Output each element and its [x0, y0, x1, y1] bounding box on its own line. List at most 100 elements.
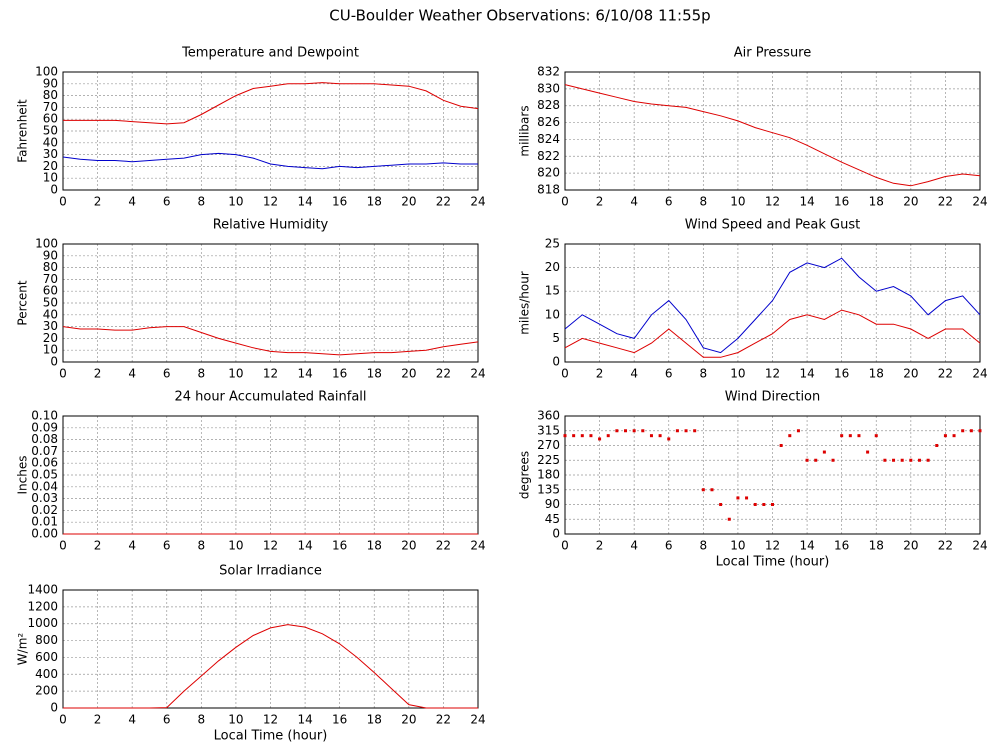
y-tick-label: 80 [43, 260, 58, 274]
line [564, 257, 981, 354]
y-tick-label: 40 [43, 307, 58, 321]
y-tick-label: 270 [537, 438, 560, 452]
x-tick-label: 22 [436, 367, 451, 381]
x-tick-label: 12 [263, 195, 278, 209]
x-tick-label: 6 [665, 195, 673, 209]
x-tick-label: 16 [834, 539, 849, 553]
point [978, 429, 982, 433]
y-axis-label: millibars [518, 105, 532, 156]
point [805, 458, 809, 462]
y-tick-label: 225 [537, 453, 560, 467]
y-tick-label: 90 [545, 497, 560, 511]
y-axis-label: Inches [16, 456, 30, 495]
x-tick-label: 22 [938, 195, 953, 209]
y-tick-label: 40 [43, 135, 58, 149]
point [580, 434, 584, 438]
x-tick-label: 6 [163, 367, 171, 381]
point [675, 429, 679, 433]
y-tick-label: 30 [43, 319, 58, 333]
x-tick-label: 6 [163, 195, 171, 209]
line [63, 82, 479, 125]
x-tick-label: 10 [730, 367, 745, 381]
x-tick-label: 8 [198, 713, 206, 727]
x-tick-label: 20 [401, 539, 416, 553]
point [796, 429, 800, 433]
x-tick-label: 0 [59, 367, 67, 381]
line [564, 309, 981, 358]
point [952, 434, 956, 438]
x-tick-label: 22 [436, 195, 451, 209]
point [736, 496, 740, 500]
chart-title: Wind Direction [725, 390, 821, 405]
x-tick-label: 24 [470, 713, 485, 727]
y-tick-label: 100 [35, 237, 58, 251]
y-tick-label: 1200 [27, 599, 58, 613]
y-tick-label: 0.04 [31, 479, 58, 493]
y-tick-label: 5 [552, 331, 560, 345]
y-tick-label: 60 [43, 284, 58, 298]
x-tick-label: 22 [938, 539, 953, 553]
x-tick-label: 12 [263, 367, 278, 381]
x-tick-label: 10 [228, 713, 243, 727]
point [649, 434, 653, 438]
line [63, 624, 478, 709]
x-tick-label: 14 [297, 539, 312, 553]
point [632, 429, 636, 433]
x-tick-label: 4 [128, 195, 136, 209]
x-tick-label: 2 [596, 539, 604, 553]
point [866, 450, 870, 454]
point [624, 429, 628, 433]
line [564, 84, 981, 187]
x-tick-label: 16 [332, 539, 347, 553]
chart-title: Air Pressure [734, 46, 812, 61]
point [684, 429, 688, 433]
x-tick-label: 8 [700, 195, 708, 209]
y-tick-label: 0.01 [31, 515, 58, 529]
x-tick-label: 0 [561, 367, 569, 381]
y-tick-label: 1000 [27, 616, 58, 630]
x-tick-label: 12 [765, 539, 780, 553]
y-tick-label: 0.09 [31, 420, 58, 434]
point [883, 458, 887, 462]
y-axis-label: W/m² [16, 633, 30, 666]
point [943, 434, 947, 438]
plot-frame [564, 243, 981, 363]
x-tick-label: 14 [799, 539, 814, 553]
x-tick-label: 4 [630, 195, 638, 209]
point [822, 450, 826, 454]
x-tick-label: 18 [367, 195, 382, 209]
chart-title: Temperature and Dewpoint [181, 46, 359, 61]
x-tick-label: 2 [596, 367, 604, 381]
x-tick-label: 14 [297, 367, 312, 381]
y-tick-label: 25 [545, 237, 560, 251]
y-tick-label: 0.02 [31, 503, 58, 517]
y-tick-label: 200 [35, 684, 58, 698]
y-tick-label: 70 [43, 272, 58, 286]
x-tick-label: 24 [972, 367, 987, 381]
y-tick-label: 50 [43, 296, 58, 310]
x-tick-label: 16 [834, 367, 849, 381]
y-tick-label: 0 [552, 527, 560, 541]
x-tick-label: 20 [401, 367, 416, 381]
y-tick-label: 1400 [27, 583, 58, 597]
plot-frame [62, 589, 479, 709]
y-tick-label: 832 [537, 65, 560, 79]
point [727, 517, 731, 521]
x-tick-label: 16 [332, 367, 347, 381]
x-tick-label: 12 [263, 539, 278, 553]
x-tick-label: 10 [228, 367, 243, 381]
x-tick-label: 12 [263, 713, 278, 727]
y-tick-label: 45 [545, 512, 560, 526]
x-axis-label: Local Time (hour) [716, 555, 830, 570]
point [572, 434, 576, 438]
y-tick-label: 135 [537, 482, 560, 496]
x-tick-label: 8 [198, 195, 206, 209]
x-tick-label: 6 [163, 713, 171, 727]
point [745, 496, 749, 500]
chart: Temperature and Dewpoint0102030405060708… [16, 46, 486, 209]
x-tick-label: 18 [869, 539, 884, 553]
x-tick-label: 2 [94, 367, 102, 381]
page-title: CU-Boulder Weather Observations: 6/10/08… [329, 7, 710, 25]
y-tick-label: 820 [537, 166, 560, 180]
